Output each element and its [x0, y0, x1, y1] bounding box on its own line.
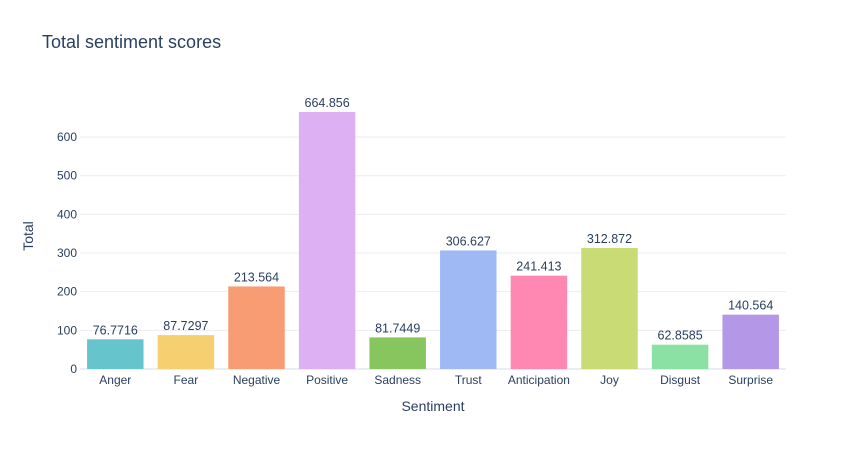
y-axis-title: Total	[20, 221, 36, 251]
bar-value-label: 664.856	[305, 96, 350, 110]
bar-value-label: 140.564	[728, 299, 773, 313]
x-axis-ticks: Anger Fear Negative Positive Sadness Trust Ant…	[99, 373, 773, 387]
y-tick-label: 600	[57, 130, 77, 144]
y-tick-label: 400	[57, 207, 77, 221]
x-tick-label: Fear	[174, 373, 199, 387]
bar-trust[interactable]	[440, 250, 497, 369]
x-tick-label: Surprise	[728, 373, 773, 387]
bar-value-label: 306.627	[446, 234, 491, 248]
y-tick-label: 500	[57, 169, 77, 183]
bar-negative[interactable]	[228, 286, 285, 369]
bar-anticipation[interactable]	[510, 275, 568, 369]
bar-value-label: 312.872	[587, 232, 632, 246]
x-tick-label: Trust	[455, 373, 483, 387]
bar-value-label: 62.8585	[658, 329, 703, 343]
y-axis-ticks: 0 100 200 300 400 500 600	[57, 130, 77, 376]
bar-value-label: 213.564	[234, 270, 279, 284]
x-tick-label: Negative	[233, 373, 281, 387]
x-tick-label: Disgust	[660, 373, 701, 387]
bar-joy[interactable]	[581, 248, 638, 369]
x-tick-label: Sadness	[374, 373, 421, 387]
bar-sadness[interactable]	[369, 337, 426, 369]
x-axis-title: Sentiment	[401, 398, 464, 414]
y-tick-label: 0	[70, 362, 77, 376]
bar-labels: 76.7716 87.7297 213.564 664.856 81.7449 306.6…	[93, 96, 774, 343]
y-tick-label: 300	[57, 246, 77, 260]
y-tick-label: 200	[57, 285, 77, 299]
x-tick-label: Anticipation	[508, 373, 570, 387]
bar-value-label: 81.7449	[375, 321, 420, 335]
bar-value-label: 241.413	[516, 260, 561, 274]
bar-disgust[interactable]	[651, 344, 709, 369]
chart-title: Total sentiment scores	[42, 32, 222, 52]
bar-value-label: 76.7716	[93, 323, 138, 337]
x-tick-label: Positive	[306, 373, 348, 387]
x-tick-label: Anger	[99, 373, 131, 387]
bar-surprise[interactable]	[722, 314, 779, 369]
bar-positive[interactable]	[298, 111, 356, 369]
bar-value-label: 87.7297	[163, 319, 208, 333]
bars	[87, 111, 779, 369]
bar-anger[interactable]	[87, 339, 144, 369]
x-tick-label: Joy	[600, 373, 619, 387]
bar-fear[interactable]	[157, 335, 215, 369]
y-tick-label: 100	[57, 323, 77, 337]
